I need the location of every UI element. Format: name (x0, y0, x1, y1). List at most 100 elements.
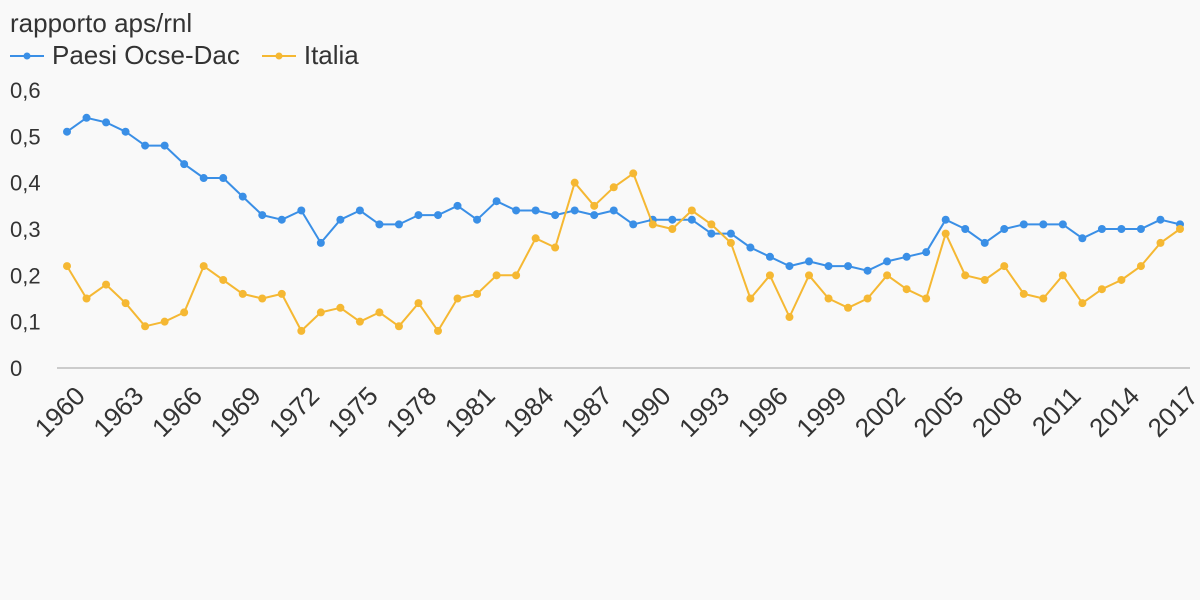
data-point-paesi-ocse-dac (1019, 220, 1028, 229)
data-point-italia (1117, 275, 1126, 284)
data-point-italia (902, 285, 911, 294)
data-point-italia (434, 326, 442, 335)
data-point-italia (941, 229, 950, 238)
data-point-paesi-ocse-dac (121, 127, 130, 136)
x-tick-label: 2014 (1083, 381, 1145, 443)
x-tick-label: 1984 (497, 381, 559, 443)
data-point-italia (824, 294, 833, 303)
data-point-paesi-ocse-dac (1058, 220, 1067, 229)
data-point-italia (238, 289, 247, 298)
data-point-italia (1039, 294, 1048, 303)
data-point-italia (980, 275, 989, 284)
data-point-italia (297, 326, 306, 335)
data-point-italia (726, 238, 735, 247)
data-point-paesi-ocse-dac (238, 192, 247, 201)
y-tick-label: 0,3 (10, 217, 41, 242)
data-point-paesi-ocse-dac (473, 215, 482, 224)
data-point-italia (219, 275, 228, 284)
y-tick-label: 0,6 (10, 78, 41, 103)
data-point-italia (277, 289, 286, 298)
data-point-italia (63, 262, 71, 271)
data-point-paesi-ocse-dac (160, 141, 169, 150)
data-point-paesi-ocse-dac (297, 206, 306, 215)
series-line-paesi-ocse-dac (66, 116, 1181, 272)
data-point-paesi-ocse-dac (531, 206, 540, 215)
data-point-paesi-ocse-dac (551, 211, 560, 220)
data-point-paesi-ocse-dac (765, 252, 774, 261)
data-point-paesi-ocse-dac (512, 206, 521, 215)
legend-label-italia: Italia (303, 40, 359, 70)
data-point-italia (805, 271, 813, 280)
data-point-italia (765, 271, 774, 280)
x-tick-label: 1999 (790, 381, 852, 443)
x-tick-label: 2011 (1026, 381, 1087, 442)
data-point-paesi-ocse-dac (375, 220, 384, 229)
y-tick-label: 0,2 (10, 263, 41, 288)
data-point-paesi-ocse-dac (863, 266, 872, 275)
data-point-italia (844, 303, 853, 312)
data-point-italia (883, 271, 892, 280)
data-point-italia (512, 271, 521, 280)
x-tick-label: 1996 (732, 381, 794, 443)
data-point-italia (746, 294, 755, 303)
data-point-paesi-ocse-dac (609, 206, 618, 215)
data-point-paesi-ocse-dac (414, 211, 423, 220)
chart-title: rapporto aps/rnl (10, 8, 193, 38)
data-point-italia (1078, 299, 1087, 308)
data-point-paesi-ocse-dac (785, 262, 794, 271)
data-point-paesi-ocse-dac (746, 243, 755, 252)
data-point-italia (394, 322, 403, 331)
x-tick-label: 1981 (439, 381, 501, 443)
data-point-paesi-ocse-dac (434, 211, 442, 220)
legend-item-italia[interactable]: Italia (261, 40, 359, 71)
data-point-italia (648, 220, 657, 229)
data-point-italia (1097, 285, 1106, 294)
data-point-italia (492, 271, 501, 280)
data-point-italia (414, 299, 423, 308)
data-point-italia (922, 294, 931, 303)
data-point-paesi-ocse-dac (453, 201, 462, 210)
data-point-paesi-ocse-dac (844, 262, 853, 271)
data-point-paesi-ocse-dac (824, 262, 833, 271)
y-tick-label: 0,1 (10, 310, 41, 335)
data-point-paesi-ocse-dac (258, 211, 267, 220)
data-point-italia (1058, 271, 1067, 280)
data-point-italia (180, 308, 189, 317)
data-point-italia (453, 294, 462, 303)
data-point-italia (961, 271, 970, 280)
data-point-italia (141, 322, 150, 331)
data-point-italia (1136, 262, 1145, 271)
data-point-paesi-ocse-dac (180, 160, 189, 169)
x-tick-label: 1987 (556, 381, 618, 443)
x-tick-label: 1993 (673, 381, 735, 443)
data-point-paesi-ocse-dac (63, 127, 71, 136)
data-point-paesi-ocse-dac (883, 257, 892, 266)
data-point-italia (199, 262, 208, 271)
x-tick-label: 2005 (907, 381, 969, 443)
y-tick-label: 0,4 (10, 171, 41, 196)
data-point-paesi-ocse-dac (394, 220, 403, 229)
x-tick-label: 1990 (614, 381, 676, 443)
data-point-italia (1156, 238, 1165, 247)
data-point-paesi-ocse-dac (82, 113, 91, 122)
data-point-paesi-ocse-dac (668, 215, 677, 224)
data-point-paesi-ocse-dac (355, 206, 364, 215)
data-point-paesi-ocse-dac (1136, 225, 1145, 233)
data-point-paesi-ocse-dac (570, 206, 579, 215)
data-point-italia (687, 206, 696, 215)
data-point-italia (1000, 262, 1009, 271)
data-point-paesi-ocse-dac (941, 215, 950, 224)
legend-item-paesi-ocse-dac[interactable]: Paesi Ocse-Dac (10, 40, 240, 71)
data-point-paesi-ocse-dac (1117, 225, 1126, 233)
data-point-italia (1019, 289, 1028, 298)
legend-swatch-italia (261, 49, 296, 63)
x-tick-label: 1966 (146, 381, 208, 443)
data-point-italia (102, 280, 111, 289)
x-tick-label: 1972 (263, 381, 325, 443)
data-point-italia (1176, 225, 1184, 233)
data-point-paesi-ocse-dac (492, 197, 501, 206)
data-point-paesi-ocse-dac (1000, 225, 1009, 233)
data-point-italia (707, 220, 716, 229)
data-point-paesi-ocse-dac (902, 252, 911, 261)
data-point-paesi-ocse-dac (336, 215, 345, 224)
